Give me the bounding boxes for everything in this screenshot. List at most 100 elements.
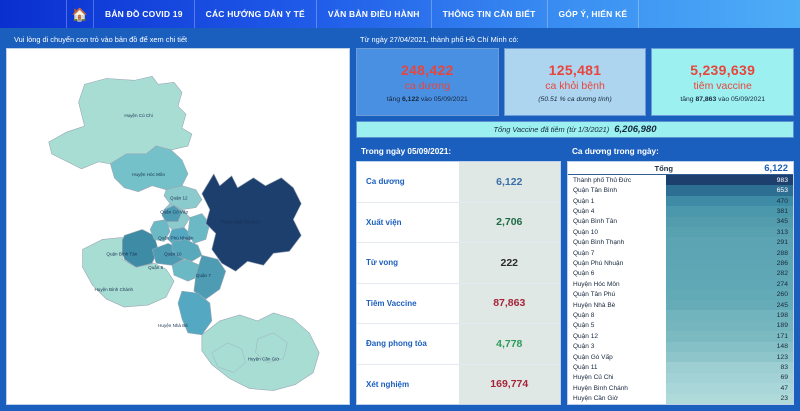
district-bar-value: 286 xyxy=(666,258,793,269)
daily-stat-value: 4,778 xyxy=(458,324,560,364)
map-label-quan-6: Quận 6 xyxy=(148,265,163,270)
district-hoc-mon[interactable] xyxy=(110,145,189,193)
district-bar-label: Huyện Cần Giờ xyxy=(568,393,666,404)
district-bar-label: Quận Tân Phú xyxy=(568,289,666,300)
vaccine-total-label: tiêm vaccine xyxy=(693,79,752,92)
district-bar-value: 189 xyxy=(666,320,793,332)
district-bar-label: Quận 8 xyxy=(568,310,666,321)
district-bar-row[interactable]: Huyện Bình Chánh 47 xyxy=(568,383,793,394)
district-bar-row[interactable]: Quận Gò Vấp 123 xyxy=(568,351,793,363)
district-bar-row[interactable]: Thành phố Thủ Đức 983 xyxy=(568,175,793,186)
district-bar-row[interactable]: Quận Bình Tân 345 xyxy=(568,216,793,228)
daily-stat-value: 169,774 xyxy=(458,364,560,404)
district-bar-row[interactable]: Quận 8 198 xyxy=(568,310,793,321)
daily-stat-label: Xuất viện xyxy=(357,202,459,242)
district-bar-value: 282 xyxy=(666,268,793,280)
district-bar-row[interactable]: Quận Phú Nhuận 286 xyxy=(568,258,793,269)
map-svg: Huyện Củ Chi Huyện Hóc Môn Quận 12 Quận … xyxy=(48,76,320,391)
district-bar-chart[interactable]: Tổng 6,122 Thành phố Thủ Đức 983 Quận Tân … xyxy=(567,161,794,405)
map-label-quan-12: Quận 12 xyxy=(170,196,188,201)
district-bar-row[interactable]: Quận 1 470 xyxy=(568,195,793,207)
vaccine-delta-post: vào 05/09/2021 xyxy=(716,95,766,103)
district-bar-label: Quận 7 xyxy=(568,247,666,259)
daily-stat-value: 222 xyxy=(458,243,560,283)
district-bar-value: 313 xyxy=(666,227,793,238)
district-bar-row[interactable]: Quận 3 148 xyxy=(568,341,793,352)
nav-item-huong-dan-y-te[interactable]: CÁC HƯỚNG DẪN Y TẾ xyxy=(195,0,317,28)
district-bar-label: Quận 6 xyxy=(568,268,666,280)
district-binh-thanh[interactable] xyxy=(187,213,211,244)
district-bar-row[interactable]: Huyện Nhà Bè 245 xyxy=(568,299,793,311)
district-bar-row[interactable]: Quận 12 171 xyxy=(568,331,793,342)
district-bar-row[interactable]: Quận 4 381 xyxy=(568,206,793,217)
district-bar-row[interactable]: Quận 11 83 xyxy=(568,362,793,373)
district-bar-label: Quận 4 xyxy=(568,206,666,217)
recovered-total-value: 125,481 xyxy=(548,61,602,78)
nav-item-van-ban-dieu-hanh[interactable]: VĂN BẢN ĐIỀU HÀNH xyxy=(317,0,432,28)
daily-stat-row: Ca dương 6,122 xyxy=(357,162,560,203)
district-bar-row[interactable]: Quận 10 313 xyxy=(568,227,793,238)
lower-section: Trong ngày 05/09/2021: Ca dương 6,122 Xuất… xyxy=(356,147,794,405)
district-binh-chanh[interactable] xyxy=(82,237,175,308)
district-bar-row[interactable]: Quận Bình Thạnh 291 xyxy=(568,237,793,248)
daily-stats-title: Trong ngày 05/09/2021: xyxy=(361,147,452,156)
district-bar-row[interactable]: Quận Tân Bình 653 xyxy=(568,185,793,196)
summary-card-recovered: 125,481 ca khỏi bệnh (50.51 % ca dương t… xyxy=(503,48,647,116)
district-bar-row[interactable]: Quận 6 282 xyxy=(568,268,793,280)
nav-item-ban-do-covid[interactable]: BẢN ĐỒ COVID 19 xyxy=(94,0,195,28)
vaccine-delta-pre: tăng xyxy=(680,95,696,103)
home-icon[interactable]: 🏠 xyxy=(66,0,94,28)
nav-item-gop-y-hien-ke[interactable]: GÓP Ý, HIẾN KẾ xyxy=(548,0,640,28)
district-bar-row[interactable]: Huyện Hóc Môn 274 xyxy=(568,279,793,290)
cases-delta-line: tăng 6,122 vào 05/09/2021 xyxy=(387,96,468,103)
page-body: Vui lòng di chuyển con trỏ vào bản đồ để… xyxy=(0,28,800,411)
can-gio-inner-island xyxy=(255,332,288,363)
cases-total-value: 248,422 xyxy=(400,61,454,78)
district-bar-row[interactable]: Quận Tân Phú 260 xyxy=(568,289,793,300)
district-bar-label: Quận Phú Nhuận xyxy=(568,258,666,269)
district-bar-label: Quận 11 xyxy=(568,362,666,373)
district-bar-value: 171 xyxy=(666,331,793,342)
covid-map[interactable]: Huyện Củ Chi Huyện Hóc Môn Quận 12 Quận … xyxy=(6,48,350,405)
map-label-nha-be: Huyện Nhà Bè xyxy=(158,323,188,328)
district-bar-value: 381 xyxy=(666,206,793,217)
map-hint-text: Vui lòng di chuyển con trỏ vào bản đồ để… xyxy=(14,35,188,44)
district-bar-row[interactable]: Huyện Củ Chi 69 xyxy=(568,372,793,384)
district-bar-label: Quận Tân Bình xyxy=(568,185,666,196)
district-bar-value: 198 xyxy=(666,310,793,321)
daily-stat-value: 87,863 xyxy=(458,283,560,323)
district-bar-row[interactable]: Quận 7 288 xyxy=(568,247,793,259)
top-navigation-bar: 🏠 BẢN ĐỒ COVID 19 CÁC HƯỚNG DẪN Y TẾ VĂN… xyxy=(0,0,800,28)
daily-stat-row: Tiêm Vaccine 87,863 xyxy=(357,283,560,324)
district-bar-row[interactable]: Quận 5 189 xyxy=(568,320,793,332)
district-tan-binh[interactable] xyxy=(161,205,183,222)
district-quan-7[interactable] xyxy=(193,254,227,300)
daily-stat-row: Từ vong 222 xyxy=(357,243,560,284)
district-quan-12[interactable] xyxy=(163,185,203,210)
district-total-row: Tổng 6,122 xyxy=(568,162,793,175)
cases-delta-value: 6,122 xyxy=(402,95,420,103)
nav-item-thong-tin-can-biet[interactable]: THÔNG TIN CẦN BIẾT xyxy=(432,0,548,28)
district-bar-rows: Thành phố Thủ Đức 983 Quận Tân Bình 653 Quận… xyxy=(568,175,793,404)
total-vaccine-label: Tổng Vaccine đã tiêm (từ 1/3/2021) xyxy=(493,125,610,134)
daily-stat-label: Đang phong tỏa xyxy=(357,324,459,364)
district-bar-label: Quận Gò Vấp xyxy=(568,351,666,363)
map-label-thu-duc: Thành phố Thủ Đức xyxy=(220,219,261,225)
district-quan-10[interactable] xyxy=(171,239,203,262)
daily-stat-value: 6,122 xyxy=(458,162,560,202)
map-district-labels: Huyện Củ Chi Huyện Hóc Môn Quận 12 Quận … xyxy=(94,112,279,362)
district-bar-label: Quận 12 xyxy=(568,331,666,342)
district-bar-label: Thành phố Thủ Đức xyxy=(568,175,666,186)
daily-stat-row: Đang phong tỏa 4,778 xyxy=(357,324,560,365)
daily-stat-label: Xét nghiệm xyxy=(357,364,459,404)
map-label-binh-chanh: Huyện Bình Chánh xyxy=(94,287,133,292)
district-bar-label: Quận 10 xyxy=(568,227,666,238)
can-gio-inner-waterway xyxy=(211,342,246,373)
district-thu-duc[interactable] xyxy=(201,173,302,272)
district-bar-label: Quận Bình Tân xyxy=(568,216,666,228)
district-bar-row[interactable]: Huyện Cần Giờ 23 xyxy=(568,393,793,404)
vaccine-delta-value: 87,863 xyxy=(695,95,717,103)
district-bar-value: 69 xyxy=(666,372,793,384)
cases-total-label: ca dương xyxy=(404,79,451,92)
map-label-quan-10: Quận 10 xyxy=(164,251,182,256)
